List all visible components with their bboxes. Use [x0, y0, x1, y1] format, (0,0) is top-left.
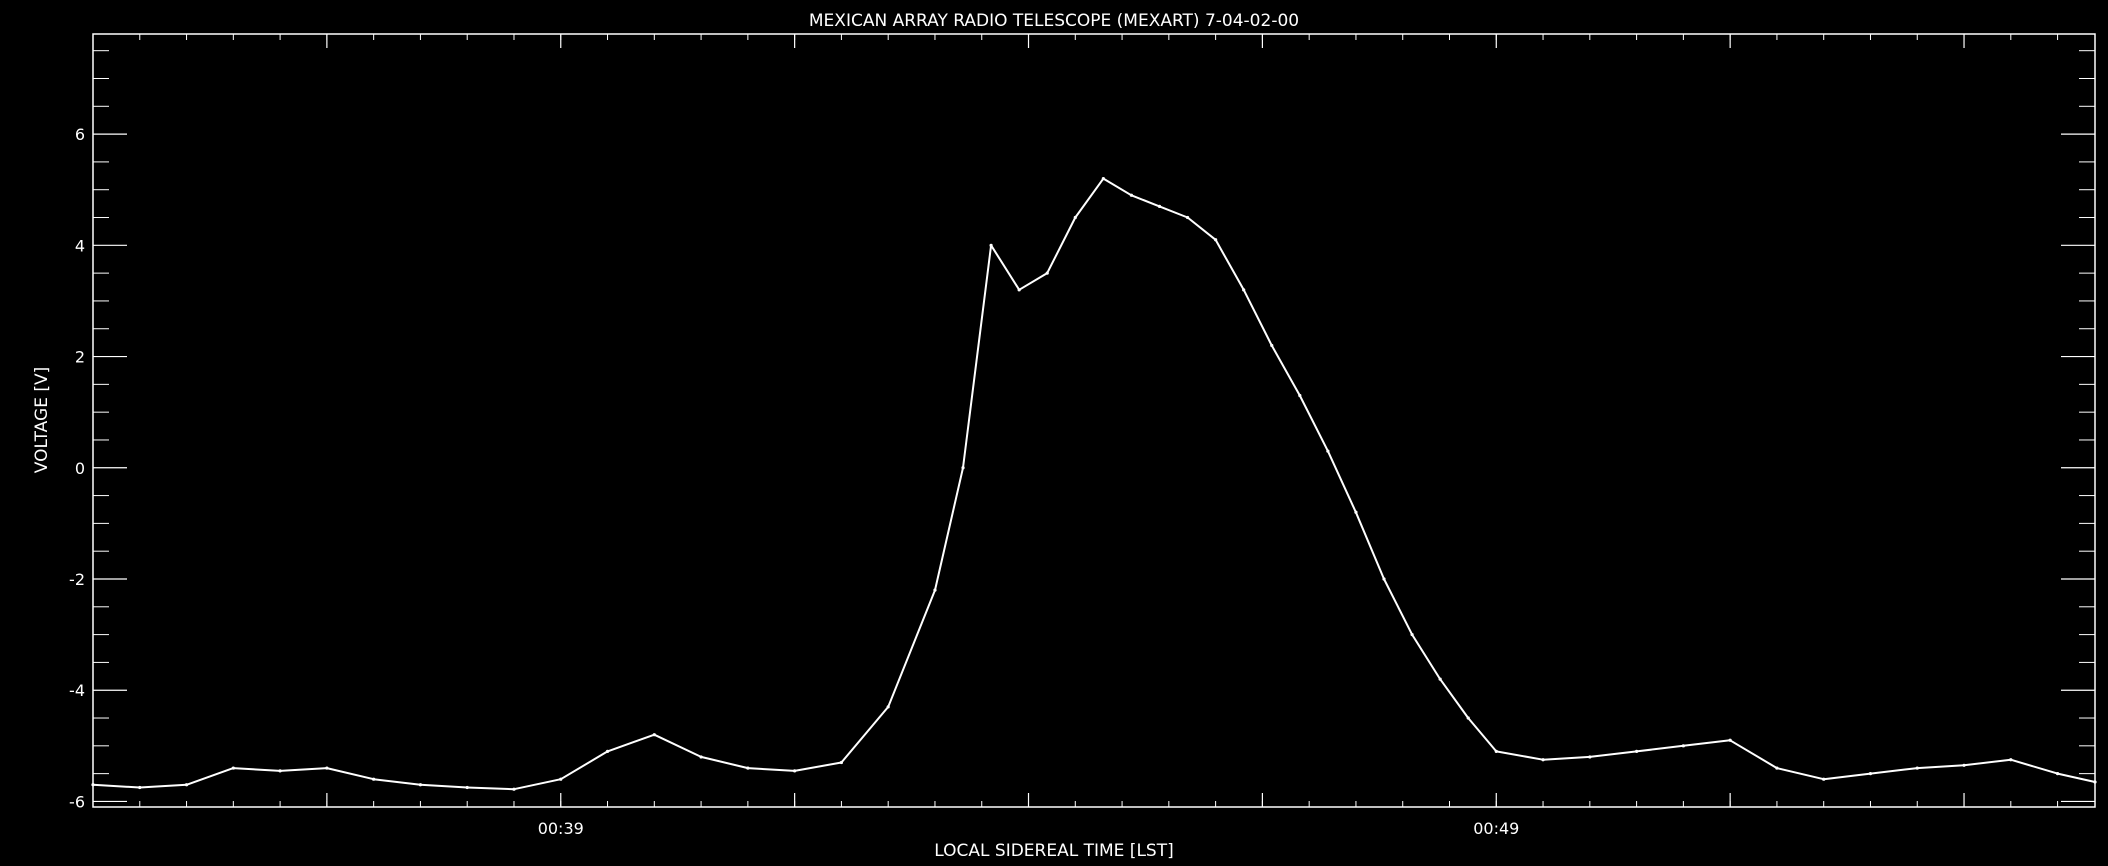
data-point: [746, 766, 750, 770]
data-point: [184, 783, 189, 787]
data-point: [2009, 758, 2013, 762]
data-point: [1129, 193, 1134, 197]
data-point: [1822, 777, 1826, 781]
data-point: [2055, 772, 2060, 776]
y-tick-label: 0: [75, 459, 85, 478]
data-point: [465, 785, 469, 790]
data-point: [512, 787, 516, 791]
data-point: [559, 777, 563, 781]
data-point: [961, 466, 965, 470]
data-point: [1157, 204, 1162, 208]
data-point: [2093, 780, 2097, 784]
data-point: [1728, 738, 1732, 742]
series-layer: [91, 176, 2097, 791]
y-tick-label: 4: [75, 236, 85, 255]
data-point: [372, 777, 376, 781]
data-point: [989, 243, 993, 247]
data-point: [605, 749, 610, 753]
data-point: [1382, 577, 1386, 581]
data-point: [1915, 766, 1919, 770]
data-point: [1326, 449, 1330, 453]
plot-frame: [92, 33, 2096, 808]
data-point: [1494, 749, 1498, 753]
data-point: [1634, 749, 1639, 753]
x-tick-label: 00:39: [538, 819, 584, 838]
data-point: [1541, 758, 1545, 762]
data-point: [1298, 393, 1302, 398]
axis-ticks: -6 -4 -2 0 2 4 6 00:39 00:49: [69, 34, 2095, 838]
data-point: [1775, 766, 1779, 770]
data-point: [278, 769, 282, 773]
data-point: [886, 705, 890, 709]
data-point: [1868, 772, 1873, 776]
data-point: [1588, 755, 1592, 759]
data-point: [1438, 677, 1442, 681]
y-tick-label: -2: [69, 570, 85, 589]
data-point: [1410, 633, 1414, 637]
data-point: [1354, 510, 1358, 514]
data-point: [839, 760, 844, 765]
data-point: [1214, 238, 1218, 242]
data-point: [1045, 271, 1049, 275]
series-line-0: [92, 177, 2096, 791]
data-point: [1242, 288, 1246, 292]
data-point: [1466, 716, 1470, 720]
x-axis-label: LOCAL SIDEREAL TIME [LST]: [934, 841, 1173, 861]
data-point: [325, 766, 329, 770]
data-point: [933, 588, 937, 592]
data-point: [1185, 215, 1190, 220]
data-point: [138, 785, 142, 790]
data-point: [1681, 744, 1685, 748]
x-tick-label: 00:49: [1473, 819, 1519, 838]
data-point: [1270, 343, 1274, 348]
data-point: [699, 755, 703, 759]
data-point: [1101, 176, 1105, 181]
data-point: [91, 783, 95, 787]
data-point: [1017, 288, 1021, 292]
y-tick-label: 6: [75, 125, 85, 144]
data-point: [1073, 215, 1077, 220]
chart-title: MEXICAN ARRAY RADIO TELESCOPE (MEXART) 7…: [809, 11, 1299, 31]
y-tick-label: -4: [69, 681, 85, 700]
y-axis-label: VOLTAGE [V]: [32, 367, 52, 473]
y-tick-label: 2: [75, 348, 85, 367]
data-point: [652, 733, 656, 737]
data-point: [418, 783, 423, 787]
y-tick-label: -6: [69, 792, 85, 811]
data-point: [1962, 763, 1966, 767]
data-point: [231, 766, 235, 770]
data-point: [793, 769, 797, 773]
